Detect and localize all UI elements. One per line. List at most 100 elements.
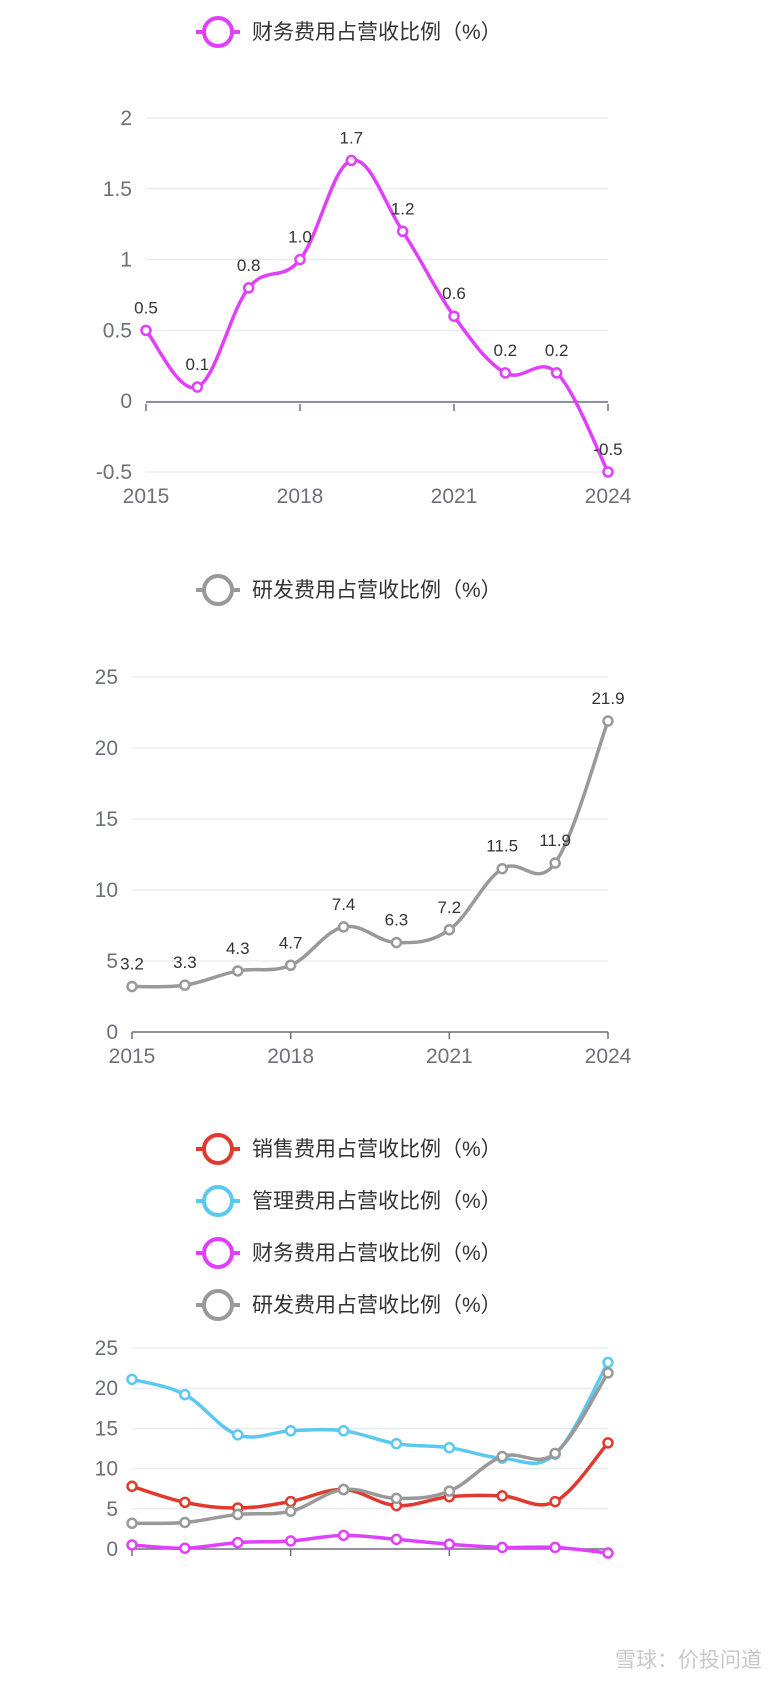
data-point: [232, 1429, 244, 1441]
data-point: [284, 1505, 297, 1517]
legend-label: 管理费用占营收比例（%）: [252, 1190, 502, 1213]
y-tick-label: 5: [106, 1498, 118, 1521]
y-tick-label: 20: [95, 737, 118, 760]
data-point: [242, 282, 255, 294]
data-point: [496, 1541, 508, 1554]
data-point: [337, 1425, 350, 1437]
data-point: [549, 857, 561, 869]
y-tick-label: 0.5: [103, 319, 132, 342]
data-point: [337, 1483, 350, 1496]
legend-marker-icon: [202, 1185, 234, 1217]
data-label: 21.9: [591, 689, 624, 708]
finance-expense-chart: 财务费用占营收比例（%） -0.5 0 0.5 1 1.5 2 2015 2018 2021 202…: [96, 16, 632, 508]
data-point: [396, 225, 409, 238]
data-label: 1.0: [288, 228, 312, 247]
data-point: [179, 1516, 191, 1529]
data-point: [126, 1373, 138, 1386]
data-point: [443, 924, 456, 936]
data-point: [179, 1542, 191, 1554]
series-line: [131, 1441, 610, 1510]
legend-item: 管理费用占营收比例（%）: [196, 1185, 502, 1217]
data-point: [602, 1437, 614, 1449]
data-point: [443, 1485, 456, 1497]
data-point: [602, 1356, 614, 1369]
data-point: [496, 1490, 508, 1502]
legend-item: 销售费用占营收比例（%）: [196, 1133, 502, 1165]
legend-label: 销售费用占营收比例（%）: [252, 1138, 502, 1161]
legend-marker-icon: [202, 574, 234, 606]
data-point: [602, 1367, 614, 1379]
data-point: [443, 1538, 456, 1550]
data-label: 3.2: [120, 955, 144, 974]
data-point: [550, 367, 563, 379]
data-point: [126, 1480, 138, 1493]
data-point: [232, 1536, 244, 1549]
data-label: 0.6: [442, 284, 466, 303]
series-line: [131, 720, 610, 989]
data-point: [602, 1547, 614, 1559]
series-line: [131, 1371, 610, 1526]
data-point: [126, 1517, 138, 1530]
data-point: [232, 1508, 244, 1521]
data-point: [390, 1492, 403, 1505]
data-point: [191, 381, 204, 393]
data-label: 1.7: [340, 128, 364, 147]
data-point: [294, 253, 306, 266]
data-label: 3.3: [173, 953, 197, 972]
data-point: [602, 715, 614, 727]
data-label: 1.2: [391, 199, 415, 218]
combined-expense-chart: 销售费用占营收比例（%） 管理费用占营收比例（%） 财务费用占营收比例（%） 研发费用…: [95, 1133, 614, 1561]
legend-label: 研发费用占营收比例（%）: [252, 1294, 502, 1317]
legend-item: 研发费用占营收比例（%）: [196, 574, 502, 606]
legend-marker-icon: [202, 1289, 234, 1321]
data-label: 11.9: [539, 831, 571, 850]
y-tick-label: 5: [106, 950, 118, 973]
x-tick-label: 2024: [585, 485, 632, 508]
y-tick-label: 0: [106, 1021, 118, 1044]
data-point: [549, 1541, 561, 1554]
data-point: [337, 1529, 350, 1542]
series-line: [131, 1361, 610, 1466]
data-label: 0.8: [237, 256, 261, 275]
y-tick-label: 0: [106, 1538, 118, 1561]
legend-label: 研发费用占营收比例（%）: [252, 579, 502, 602]
data-label: 7.4: [332, 895, 356, 914]
series-line: [144, 158, 610, 473]
data-point: [549, 1495, 561, 1508]
data-label: 0.5: [134, 298, 158, 317]
x-tick-label: 2024: [585, 1045, 632, 1068]
data-point: [126, 980, 138, 993]
data-point: [345, 154, 358, 167]
y-tick-label: 15: [95, 808, 118, 831]
y-tick-label: 25: [95, 666, 118, 689]
data-point: [179, 1388, 191, 1401]
legend-marker-icon: [202, 1237, 234, 1269]
x-tick-label: 2015: [123, 485, 170, 508]
data-point: [390, 936, 403, 949]
x-tick-label: 2015: [109, 1045, 156, 1068]
x-tick-label: 2018: [277, 485, 324, 508]
data-label: 6.3: [385, 911, 409, 930]
data-point: [499, 367, 512, 379]
data-label: 4.7: [279, 933, 303, 952]
legend-label: 财务费用占营收比例（%）: [252, 1242, 502, 1265]
data-point: [284, 1535, 297, 1547]
legend-item: 财务费用占营收比例（%）: [196, 1237, 502, 1269]
y-tick-label: 2: [120, 107, 132, 130]
data-point: [126, 1539, 138, 1551]
y-tick-label: 1.5: [103, 178, 132, 201]
legend-item: 财务费用占营收比例（%）: [196, 16, 502, 48]
data-label: 0.1: [186, 355, 210, 374]
x-tick-label: 2018: [267, 1045, 314, 1068]
y-tick-label: 25: [95, 1337, 118, 1360]
x-tick-label: 2021: [426, 1045, 473, 1068]
data-point: [496, 1450, 508, 1463]
data-point: [284, 1495, 297, 1508]
data-point: [602, 466, 614, 478]
data-label: 0.2: [494, 341, 518, 360]
legend-marker-icon: [202, 16, 234, 48]
data-point: [284, 959, 297, 972]
legend-marker-icon: [202, 1133, 234, 1165]
data-label: 7.2: [438, 898, 462, 917]
legend-label: 财务费用占营收比例（%）: [252, 21, 502, 44]
